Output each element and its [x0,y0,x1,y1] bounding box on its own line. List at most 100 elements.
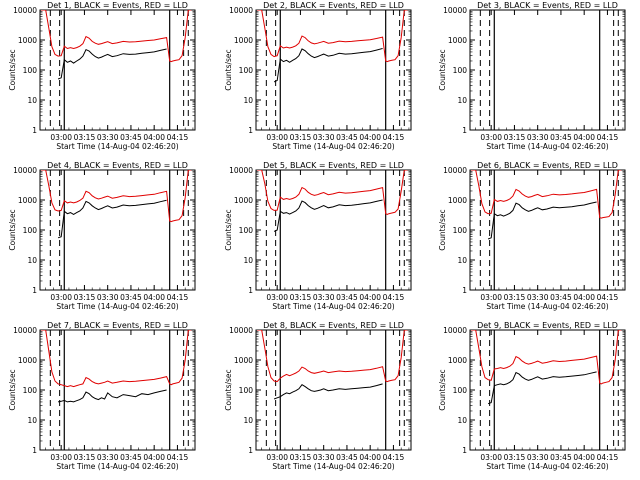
series-line-lld [471,170,622,219]
series-line-events [57,199,167,239]
y-tick-label: 1000 [448,36,467,45]
plot-frame [469,169,626,291]
y-tick-label: 1000 [18,196,37,205]
y-tick-label: 100 [239,66,254,75]
x-tick-label: 03:30 [97,293,119,302]
y-tick-label: 10 [243,256,253,265]
y-axis-label: Counts/sec [8,209,17,250]
x-axis-label: Start Time (14-Aug-04 02:46:20) [486,142,608,151]
y-tick-label: 10000 [443,166,467,175]
chart-panel-det1: Det 1, BLACK = Events, RED = LLD 1 10 100 10… [8,1,196,151]
x-tick-label: 03:15 [504,453,526,462]
y-tick-label: 10000 [229,6,253,15]
y-axis-label: Counts/sec [438,49,447,90]
y-tick-label: 100 [23,66,38,75]
plot-frame [39,9,196,131]
y-tick-label: 1000 [234,356,253,365]
y-tick-label: 100 [453,386,468,395]
plot-frame [469,9,626,131]
y-tick-label: 10000 [443,6,467,15]
y-tick-label: 100 [23,386,38,395]
y-tick-label: 10 [457,416,467,425]
y-tick-label: 1 [248,126,253,135]
y-axis-label: Counts/sec [438,369,447,410]
x-tick-label: 03:30 [313,293,335,302]
plot-frame [39,169,196,291]
x-tick-label: 04:00 [573,453,595,462]
x-tick-label: 03:00 [480,133,502,142]
chart-title: Det 1, BLACK = Events, RED = LLD [47,1,188,10]
chart-title: Det 5, BLACK = Events, RED = LLD [263,161,404,170]
plot-frame [255,169,412,291]
y-axis-label: Counts/sec [438,209,447,250]
x-tick-label: 04:15 [167,453,189,462]
x-tick-label: 04:00 [573,293,595,302]
series-line-events [273,383,383,400]
series-line-lld [257,170,408,215]
x-tick-label: 04:00 [143,453,165,462]
series-line-lld [41,170,192,223]
x-tick-label: 03:30 [313,453,335,462]
x-tick-label: 04:00 [573,133,595,142]
x-axis-label: Start Time (14-Aug-04 02:46:20) [486,302,608,311]
x-tick-label: 03:15 [74,133,96,142]
y-tick-label: 1000 [234,36,253,45]
x-tick-label: 03:15 [290,453,312,462]
x-tick-label: 04:00 [143,293,165,302]
series-line-lld [471,330,622,385]
x-tick-label: 03:30 [527,453,549,462]
y-tick-label: 1000 [18,36,37,45]
chart-panel-det6: Det 6, BLACK = Events, RED = LLD 1 10 100 10… [438,161,626,311]
x-tick-label: 03:45 [120,133,142,142]
x-tick-label: 03:45 [550,133,572,142]
x-tick-label: 03:30 [97,453,119,462]
y-tick-label: 10 [243,96,253,105]
y-tick-label: 10 [27,256,37,265]
y-tick-label: 1000 [18,356,37,365]
x-tick-label: 04:00 [359,133,381,142]
x-tick-label: 04:15 [597,293,619,302]
x-axis-label: Start Time (14-Aug-04 02:46:20) [272,302,394,311]
y-tick-label: 10 [457,256,467,265]
x-tick-label: 04:15 [167,293,189,302]
y-tick-label: 10000 [229,166,253,175]
x-axis-label: Start Time (14-Aug-04 02:46:20) [56,142,178,151]
x-tick-label: 04:15 [597,453,619,462]
y-tick-label: 1 [248,446,253,455]
y-tick-label: 1000 [448,356,467,365]
x-tick-label: 03:45 [336,453,358,462]
y-tick-label: 100 [453,66,468,75]
series-line-events [487,371,597,405]
x-tick-label: 03:30 [313,133,335,142]
x-tick-label: 03:30 [527,293,549,302]
y-tick-label: 1 [462,126,467,135]
series-line-lld [257,330,408,383]
x-tick-label: 03:15 [290,293,312,302]
x-tick-label: 03:15 [504,293,526,302]
y-tick-label: 10000 [13,326,37,335]
x-tick-label: 03:00 [266,293,288,302]
y-tick-label: 1 [462,446,467,455]
y-tick-label: 100 [23,226,38,235]
y-tick-label: 100 [453,226,468,235]
x-tick-label: 04:15 [383,133,405,142]
y-tick-label: 10 [457,96,467,105]
y-tick-label: 1 [462,286,467,295]
series-line-events [57,48,167,80]
x-tick-label: 04:15 [383,453,405,462]
x-tick-label: 03:00 [50,293,72,302]
y-tick-label: 10000 [229,326,253,335]
y-tick-label: 1 [32,286,37,295]
y-tick-label: 100 [239,386,254,395]
y-tick-label: 1 [32,446,37,455]
x-tick-label: 03:45 [550,293,572,302]
y-tick-label: 1000 [234,196,253,205]
x-axis-label: Start Time (14-Aug-04 02:46:20) [56,462,178,471]
x-tick-label: 04:15 [383,293,405,302]
y-axis-label: Counts/sec [8,49,17,90]
series-line-lld [257,10,408,63]
x-tick-label: 04:15 [597,133,619,142]
x-tick-label: 04:00 [359,453,381,462]
y-tick-label: 10000 [443,326,467,335]
x-tick-label: 03:45 [550,453,572,462]
